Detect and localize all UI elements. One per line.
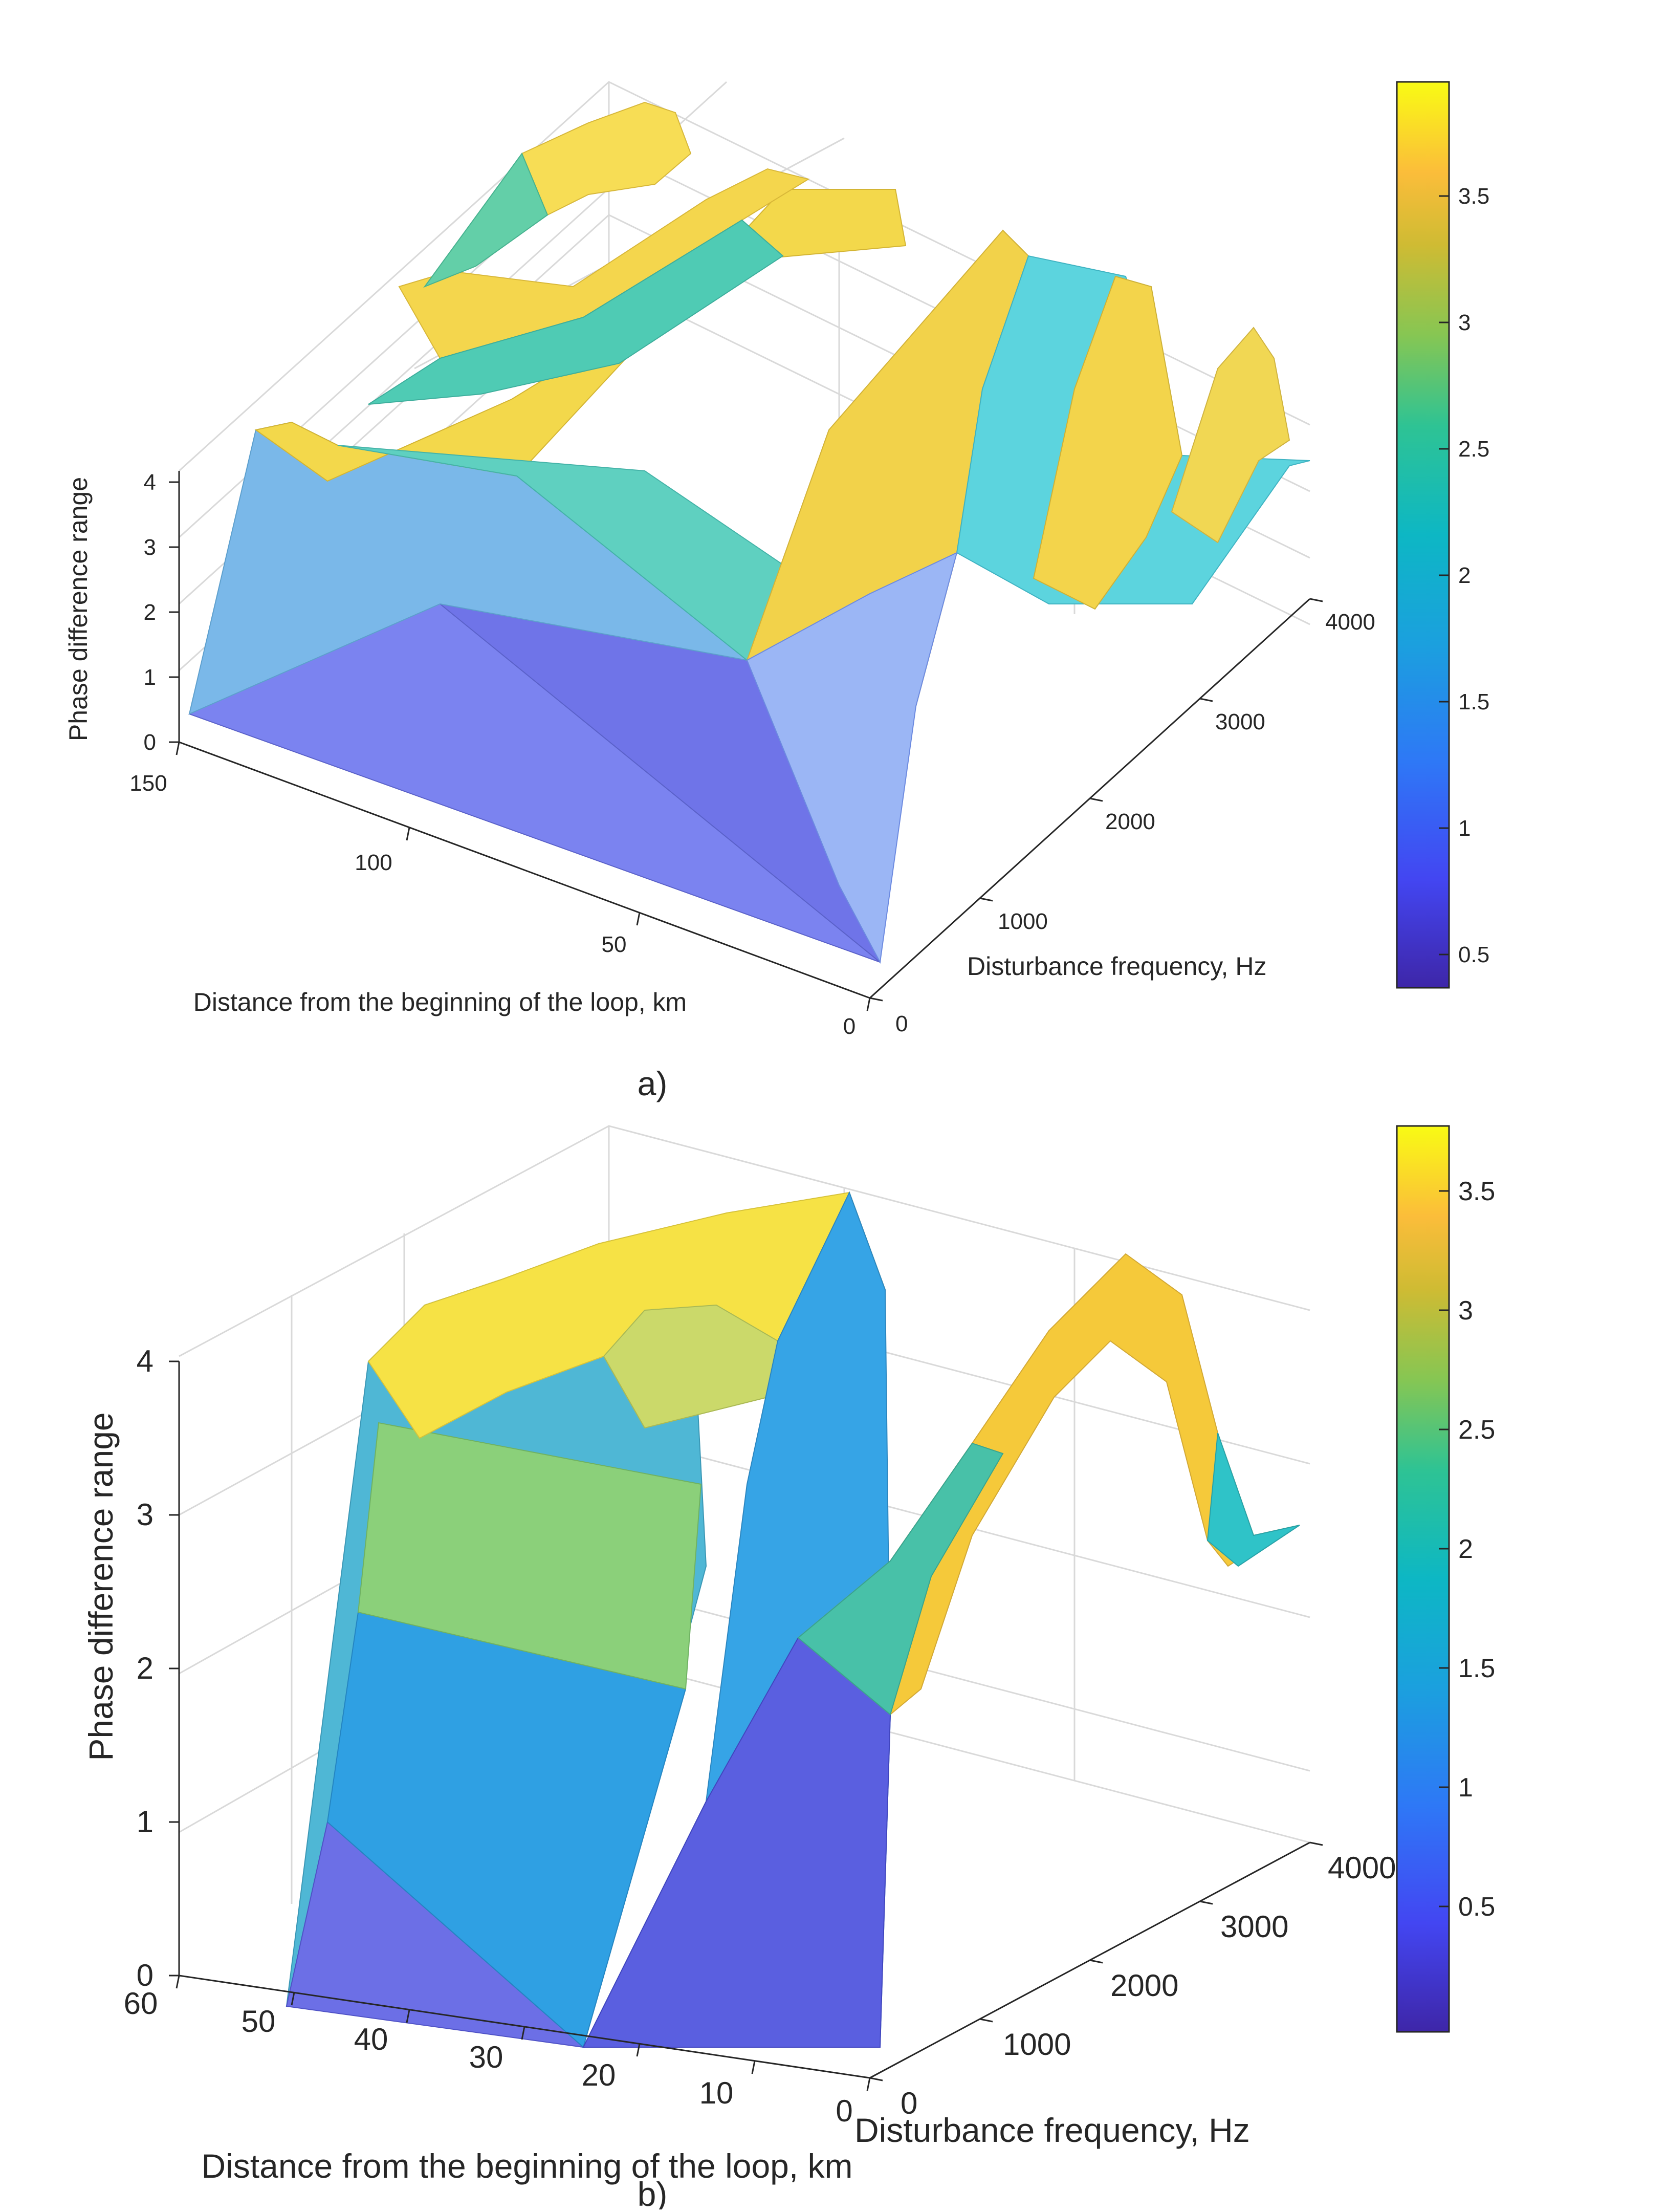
b-ylabel: Disturbance frequency, Hz [854, 2111, 1250, 2149]
b-y-tick-4000: 4000 [1328, 1851, 1396, 1885]
a-caption: a) [638, 1065, 668, 1102]
b-x-tick-10: 10 [699, 2076, 734, 2110]
a-x-tick-100: 100 [355, 850, 392, 875]
b-y-tick-2000: 2000 [1110, 1968, 1178, 2003]
surface-a-ridge-3 [521, 101, 692, 216]
a-xlabel: Distance from the beginning of the loop,… [193, 988, 687, 1016]
b-x-tick-40: 40 [354, 2022, 388, 2056]
a-cb-tick-3.5: 3.5 [1458, 184, 1489, 209]
surface-b-left-upper [357, 1422, 702, 1690]
a-ylabel: Disturbance frequency, Hz [967, 952, 1266, 981]
a-z-tick-2: 2 [144, 600, 156, 625]
a-cb-tick-3: 3 [1458, 310, 1471, 335]
panel-b-x-ticks: 0 10 20 30 40 50 60 [124, 1975, 871, 2128]
surface-a-peak-3000 [1033, 275, 1183, 610]
panel-a-x-ticks: 0 50 100 150 [129, 742, 871, 1039]
b-x-tick-30: 30 [469, 2040, 503, 2074]
surface-a-ridge-2-shade [368, 219, 784, 405]
b-cb-tick-1.5: 1.5 [1458, 1654, 1495, 1683]
panel-b: 0 1 2 3 4 0 10 20 30 40 50 60 [82, 1125, 1495, 2212]
a-x-tick-50: 50 [602, 932, 627, 957]
b-cb-tick-2.5: 2.5 [1458, 1415, 1495, 1445]
a-y-tick-4000: 4000 [1325, 610, 1375, 635]
surface-b-right-hump-shade [797, 1442, 1004, 1716]
a-x-tick-150: 150 [129, 771, 167, 796]
a-zlabel: Phase difference range [64, 477, 93, 741]
b-zlabel: Phase difference range [82, 1412, 120, 1761]
panel-a-y-ticks: 0 1000 2000 3000 4000 [869, 598, 1375, 1036]
a-z-tick-0: 0 [144, 730, 156, 755]
b-z-tick-0: 0 [137, 1958, 153, 1992]
panel-a-colorbar: 0.5 1 1.5 2 2.5 3 3.5 [1396, 81, 1489, 989]
surface-a-ridge-1 [254, 189, 907, 482]
a-cb-tick-2.5: 2.5 [1458, 437, 1489, 462]
a-x-tick-0: 0 [843, 1014, 856, 1039]
a-y-tick-2000: 2000 [1105, 809, 1155, 834]
b-cb-tick-0.5: 0.5 [1458, 1892, 1495, 1922]
b-x-tick-0: 0 [836, 2094, 852, 2128]
b-x-tick-60: 60 [124, 1986, 158, 2021]
panel-b-z-ticks: 0 1 2 3 4 [137, 1344, 179, 1992]
a-y-tick-3000: 3000 [1215, 709, 1265, 734]
a-z-tick-4: 4 [144, 470, 156, 495]
panel-a: 0 1 2 3 4 0 50 100 150 [64, 81, 1489, 1102]
a-cb-tick-2: 2 [1458, 563, 1471, 588]
b-x-tick-50: 50 [242, 2004, 276, 2038]
a-z-tick-1: 1 [144, 665, 156, 690]
panel-a-z-ticks: 0 1 2 3 4 [144, 470, 179, 755]
b-z-tick-3: 3 [137, 1498, 153, 1532]
a-cb-tick-0.5: 0.5 [1458, 942, 1489, 967]
b-x-tick-20: 20 [582, 2058, 616, 2092]
panel-b-surface [286, 1191, 1300, 2048]
b-cb-tick-2: 2 [1458, 1534, 1473, 1564]
a-y-tick-0: 0 [895, 1011, 908, 1036]
surface-a-ridge-3-shade [423, 152, 549, 288]
b-caption: b) [638, 2175, 668, 2209]
b-cb-tick-1: 1 [1458, 1773, 1473, 1803]
a-cb-tick-1.5: 1.5 [1458, 689, 1489, 714]
b-xlabel: Distance from the beginning of the loop,… [201, 2147, 852, 2185]
panel-b-colorbar: 0.5 1 1.5 2 2.5 3 3.5 [1396, 1125, 1495, 2033]
b-y-tick-0: 0 [901, 2086, 917, 2120]
b-z-tick-1: 1 [137, 1805, 153, 1839]
a-y-tick-1000: 1000 [998, 909, 1048, 934]
b-y-tick-3000: 3000 [1220, 1910, 1288, 1944]
surface-a-front-slope [746, 552, 958, 964]
b-z-tick-2: 2 [137, 1651, 153, 1685]
b-z-tick-4: 4 [137, 1344, 153, 1378]
a-cb-tick-1: 1 [1458, 816, 1471, 841]
panel-a-surface [188, 101, 1310, 964]
a-z-tick-3: 3 [144, 535, 156, 560]
b-cb-tick-3: 3 [1458, 1296, 1473, 1326]
b-cb-tick-3.5: 3.5 [1458, 1177, 1495, 1206]
surface-b-right-tail [1207, 1433, 1300, 1567]
b-y-tick-1000: 1000 [1003, 2027, 1071, 2062]
surface-a-peak-3500 [1171, 327, 1290, 544]
panel-b-y-ticks: 0 1000 2000 3000 4000 [869, 1841, 1396, 2120]
